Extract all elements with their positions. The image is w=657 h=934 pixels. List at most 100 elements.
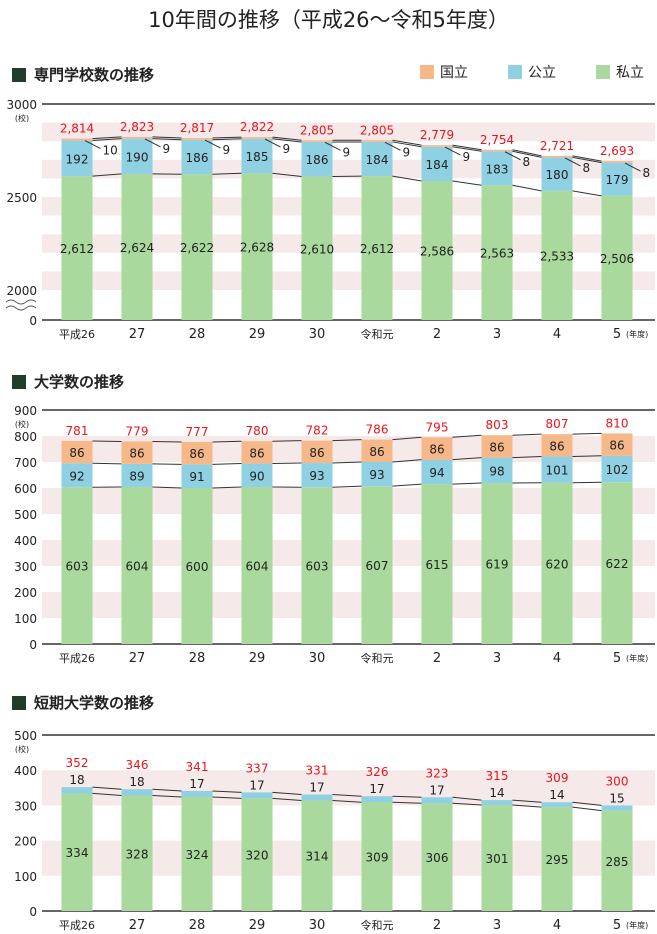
bar-value-label: 183 (486, 162, 509, 176)
connector-line (272, 172, 302, 178)
bar-segment-国立 (301, 440, 333, 464)
bar-segment-国立 (121, 136, 153, 139)
y-tick-label: 2000 (6, 284, 37, 298)
connector-line (452, 146, 482, 152)
total-label: 2,817 (180, 121, 214, 135)
bar-segment-公立 (241, 463, 273, 487)
bar-segment-国立 (541, 434, 573, 457)
connector-line (452, 180, 482, 186)
bar-value-label: 86 (549, 439, 564, 453)
bar-segment-国立 (421, 437, 453, 460)
bar-segment-私立 (241, 486, 273, 644)
connector-line (572, 432, 602, 435)
leader-line (444, 146, 461, 156)
connector-line (272, 440, 302, 442)
x-tick-label: 29 (249, 327, 266, 342)
y-tick-label: 700 (14, 456, 37, 470)
y-tick-label: 400 (14, 764, 37, 778)
x-tick-label: 令和元 (361, 651, 394, 665)
bar-segment-国立 (361, 140, 393, 142)
bar-value-label: 607 (366, 559, 389, 573)
bar-segment-公立 (361, 796, 393, 803)
bar-segment-国立 (361, 439, 393, 462)
y-unit-label: (校) (15, 419, 29, 429)
x-tick-label: 令和元 (361, 918, 394, 932)
bar-value-label: 184 (366, 153, 389, 167)
connector-line (452, 434, 482, 438)
connector-line (212, 796, 242, 799)
connector-line (272, 791, 302, 795)
bar-segment-公立 (601, 162, 633, 196)
bar-segment-公立 (61, 140, 93, 177)
connector-line (92, 786, 122, 790)
connector-line (92, 462, 122, 465)
bar-segment-公立 (421, 146, 453, 182)
bar-value-label: 295 (546, 853, 569, 867)
x-unit-label: (年度) (626, 920, 648, 930)
bar-segment-公立 (121, 789, 153, 796)
bar-segment-私立 (121, 173, 153, 320)
connector-line (572, 455, 602, 458)
chart-3-title: 短期大学数の推移 (12, 692, 154, 713)
total-label: 795 (426, 420, 449, 434)
bar-value-label: 179 (606, 173, 629, 187)
bar-segment-私立 (541, 482, 573, 644)
connector-line (572, 155, 602, 162)
x-tick-label: 29 (249, 651, 266, 666)
total-label: 2,693 (600, 144, 634, 158)
legend-swatch (508, 65, 522, 79)
bar-value-label: 2,586 (420, 245, 454, 259)
bar-segment-国立 (301, 140, 333, 142)
bar-value-label: 8 (643, 166, 651, 180)
bar-segment-私立 (301, 800, 333, 911)
bar-segment-国立 (481, 149, 513, 152)
connector-line (392, 795, 422, 798)
bar-segment-私立 (181, 796, 213, 911)
bar-segment-公立 (481, 800, 513, 806)
bar-value-label: 18 (129, 775, 144, 789)
x-tick-label: 3 (493, 327, 501, 342)
bar-segment-国立 (421, 145, 453, 147)
bar-value-label: 2,533 (540, 249, 574, 263)
y-tick-label: 300 (14, 799, 37, 813)
leader-line (204, 139, 221, 149)
leader-line (324, 141, 341, 151)
bar-segment-国立 (601, 433, 633, 456)
connector-line (152, 136, 182, 139)
bar-value-label: 15 (609, 791, 624, 805)
bar-segment-公立 (541, 157, 573, 191)
bar-segment-国立 (181, 441, 213, 465)
bar-value-label: 192 (66, 152, 89, 166)
bar-segment-私立 (541, 807, 573, 911)
bar-segment-私立 (61, 487, 93, 644)
bar-segment-公立 (541, 456, 573, 483)
bar-value-label: 186 (186, 151, 209, 165)
chart-2-title-text: 大学数の推移 (34, 373, 125, 391)
x-tick-label: 4 (553, 651, 561, 666)
x-tick-label: 平成26 (59, 652, 95, 665)
bar-value-label: 180 (546, 168, 569, 182)
bar-value-label: 17 (189, 777, 204, 791)
bar-value-label: 93 (309, 469, 324, 483)
connector-line (452, 796, 482, 801)
total-label: 779 (126, 424, 149, 438)
bar-value-label: 8 (583, 161, 591, 175)
y-tick-label: 0 (29, 905, 37, 919)
connector-line (392, 801, 422, 804)
bar-value-label: 91 (189, 470, 204, 484)
bar-segment-公立 (181, 139, 213, 175)
connector-line (212, 172, 242, 175)
connector-line (572, 481, 602, 484)
bar-value-label: 2,624 (120, 241, 154, 255)
connector-line (512, 150, 542, 158)
x-tick-label: 30 (309, 327, 326, 342)
chart-3-title-text: 短期大学数の推移 (34, 694, 155, 712)
total-label: 337 (246, 761, 269, 775)
bar-value-label: 9 (343, 145, 351, 159)
x-tick-label: 30 (309, 918, 326, 933)
bar-segment-公立 (61, 463, 93, 488)
bar-value-label: 2,612 (360, 242, 394, 256)
total-label: 2,814 (60, 122, 94, 136)
